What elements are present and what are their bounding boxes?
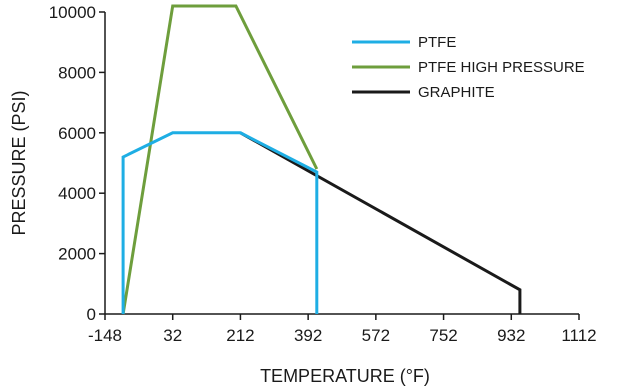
legend: PTFE PTFE HIGH PRESSURE GRAPHITE (352, 34, 585, 101)
series-line-ptfe (121, 131, 319, 314)
legend-label: GRAPHITE (418, 84, 495, 101)
x-tick-label: -148 (88, 326, 122, 345)
tick-labels: -148 32 212 392 572 752 932 1112 0 2000 4000 6000 80… (49, 3, 597, 345)
x-tick-label: 932 (497, 326, 525, 345)
x-tick-label: 212 (226, 326, 254, 345)
x-tick-label: 32 (163, 326, 182, 345)
y-tick-label: 10000 (49, 3, 96, 22)
series-line-ptfe-high-pressure (121, 4, 319, 315)
legend-label: PTFE HIGH PRESSURE (418, 59, 585, 76)
series-lines (121, 4, 522, 315)
y-tick-label: 6000 (58, 124, 96, 143)
legend-label: PTFE (418, 34, 456, 51)
series-line-graphite (239, 131, 522, 314)
axes (104, 12, 579, 315)
y-tick-label: 8000 (58, 63, 96, 82)
x-tick-label: 572 (362, 326, 390, 345)
x-axis-title: TEMPERATURE (°F) (260, 366, 430, 386)
x-tick-label: 752 (429, 326, 457, 345)
y-axis-title: PRESSURE (PSI) (9, 90, 29, 235)
y-tick-label: 2000 (58, 245, 96, 264)
y-tick-label: 0 (87, 305, 96, 324)
x-tick-label: 392 (294, 326, 322, 345)
x-tick-label: 1112 (561, 326, 596, 345)
tick-marks (99, 11, 580, 320)
y-tick-label: 4000 (58, 184, 96, 203)
